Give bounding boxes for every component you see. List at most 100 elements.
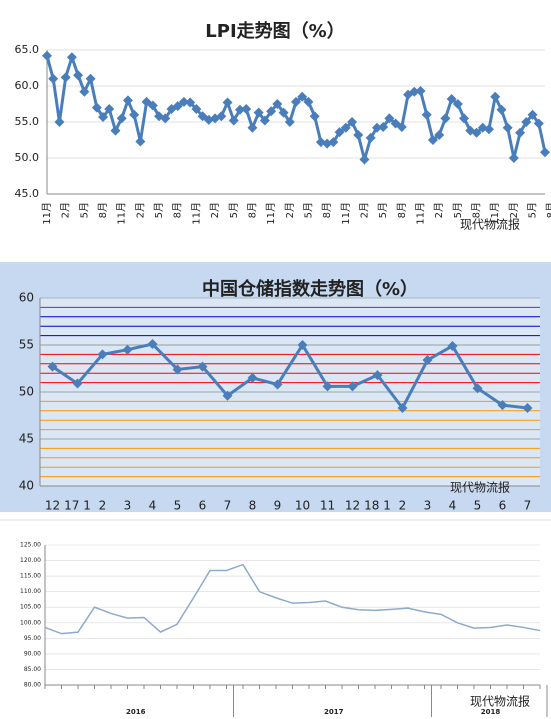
y-tick-label: 45 bbox=[19, 432, 34, 446]
x-tick-label: 8月 bbox=[471, 202, 483, 218]
marker bbox=[322, 381, 333, 392]
y-tick-label: 40 bbox=[19, 479, 34, 493]
data-line bbox=[44, 563, 541, 635]
marker bbox=[129, 109, 140, 120]
y-tick-label: 90.00 bbox=[24, 650, 41, 657]
marker bbox=[272, 99, 283, 109]
watermark: 现代物流报 bbox=[450, 480, 510, 495]
marker bbox=[42, 50, 52, 61]
marker bbox=[79, 86, 90, 97]
x-tick-label: 5月 bbox=[452, 202, 464, 218]
x-tick-label: 5月 bbox=[78, 202, 90, 218]
marker bbox=[48, 73, 59, 84]
marker bbox=[278, 107, 289, 118]
marker bbox=[409, 86, 420, 97]
x-tick-label: 5月 bbox=[228, 202, 240, 218]
marker bbox=[291, 96, 301, 107]
x-tick-label: 11月 bbox=[265, 202, 277, 225]
marker bbox=[172, 364, 183, 375]
x-tick-label: 2 bbox=[399, 499, 407, 513]
y-tick-label: 60.0 bbox=[15, 79, 40, 92]
x-tick-label: 6 bbox=[499, 499, 507, 513]
x-tick-label: 8月 bbox=[396, 202, 408, 218]
marker bbox=[247, 372, 258, 383]
watermark: 现代物流报 bbox=[460, 217, 520, 232]
marker bbox=[533, 118, 544, 129]
marker bbox=[372, 370, 383, 381]
watermark: 现代物流报 bbox=[470, 694, 530, 709]
x-tick-label: 2月 bbox=[433, 202, 445, 218]
marker bbox=[73, 70, 84, 81]
marker bbox=[521, 117, 532, 127]
y-tick-label: 120.00 bbox=[20, 557, 41, 564]
marker bbox=[446, 93, 457, 104]
marker bbox=[340, 122, 351, 133]
marker bbox=[452, 99, 463, 109]
marker bbox=[104, 104, 115, 115]
x-group-label: 2017 bbox=[324, 708, 344, 716]
y-tick-label: 65.0 bbox=[15, 43, 40, 56]
marker bbox=[396, 122, 407, 133]
x-tick-label: 5月 bbox=[153, 202, 165, 218]
marker bbox=[472, 383, 483, 394]
marker bbox=[54, 117, 65, 127]
x-tick-label: 11月 bbox=[190, 202, 202, 225]
marker bbox=[415, 86, 426, 97]
x-tick-label: 8月 bbox=[246, 202, 258, 218]
x-tick-label: 3 bbox=[424, 499, 432, 513]
marker bbox=[272, 379, 283, 390]
marker bbox=[378, 122, 389, 133]
x-tick-label: 2月 bbox=[209, 202, 221, 218]
y-tick-label: 110.00 bbox=[20, 588, 41, 595]
marker bbox=[334, 127, 345, 138]
marker bbox=[266, 106, 277, 117]
x-tick-label: 2月 bbox=[358, 202, 370, 218]
x-tick-label: 4 bbox=[149, 499, 157, 513]
marker bbox=[434, 129, 445, 140]
marker bbox=[197, 361, 208, 372]
x-tick-label: 10 bbox=[295, 499, 310, 513]
x-tick-label: 9 bbox=[274, 499, 282, 513]
chart-title: LPI走势图（%） bbox=[205, 20, 344, 42]
y-tick-label: 45.0 bbox=[15, 187, 40, 200]
y-tick-label: 55 bbox=[19, 338, 34, 352]
x-tick-label: 11 bbox=[320, 499, 335, 513]
marker bbox=[365, 132, 376, 143]
x-tick-label: 7 bbox=[224, 499, 232, 513]
marker bbox=[122, 95, 133, 106]
x-tick-label: 12 bbox=[345, 499, 360, 513]
y-tick-label: 105.00 bbox=[20, 604, 41, 611]
marker bbox=[222, 97, 233, 108]
marker bbox=[241, 104, 252, 115]
marker bbox=[384, 113, 395, 124]
x-tick-label: 2月 bbox=[60, 202, 72, 218]
x-tick-label: 11月 bbox=[415, 202, 427, 225]
x-tick-label: 5 bbox=[174, 499, 182, 513]
marker bbox=[471, 127, 482, 138]
x-tick-label: 8月 bbox=[172, 202, 184, 218]
marker bbox=[447, 340, 458, 351]
y-tick-label: 80.00 bbox=[24, 682, 41, 689]
marker bbox=[234, 104, 245, 115]
marker bbox=[85, 73, 96, 84]
data-line bbox=[51, 342, 528, 411]
x-tick-label: 11月 bbox=[340, 202, 352, 225]
marker bbox=[228, 115, 239, 126]
marker bbox=[427, 135, 438, 145]
marker bbox=[60, 72, 71, 83]
marker bbox=[496, 104, 507, 115]
marker bbox=[497, 400, 508, 411]
marker bbox=[216, 111, 227, 122]
x-tick-label: 2月 bbox=[284, 202, 296, 218]
marker bbox=[259, 115, 270, 126]
marker bbox=[191, 104, 202, 115]
marker bbox=[421, 109, 432, 120]
marker bbox=[483, 124, 494, 135]
chart-title: 中国仓储指数走势图（%） bbox=[202, 278, 418, 300]
x-tick-label: 18 1 bbox=[364, 499, 391, 513]
x-tick-label: 8月 bbox=[97, 202, 109, 218]
y-tick-label: 85.00 bbox=[24, 666, 41, 673]
x-tick-label: 5 bbox=[474, 499, 482, 513]
y-tick-label: 55.0 bbox=[15, 115, 40, 128]
